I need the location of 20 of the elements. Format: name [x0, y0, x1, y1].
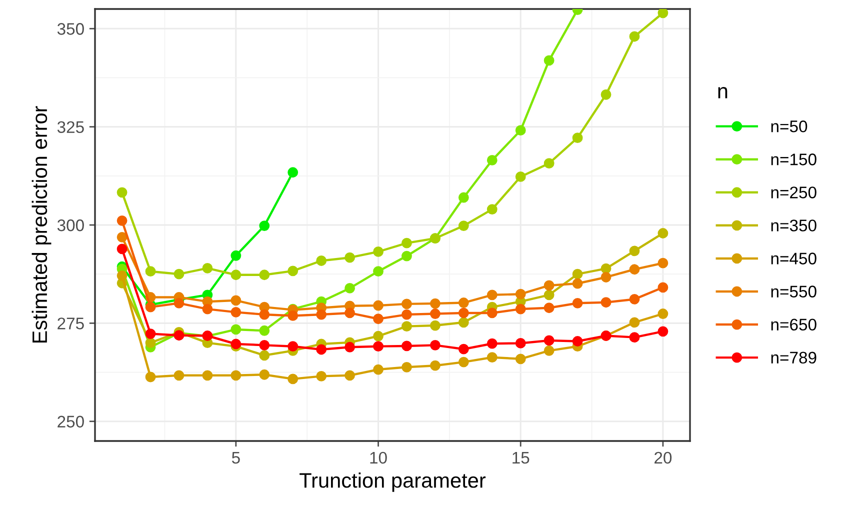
- x-tick-label: 10: [370, 452, 387, 464]
- legend-label: n=350: [771, 220, 816, 232]
- legend-label: n=550: [771, 286, 816, 298]
- x-tick-label: 15: [512, 452, 530, 464]
- x-tick-label: 20: [654, 452, 672, 464]
- y-axis-title: Estimated prediction error: [32, 106, 52, 343]
- legend-label: n=50: [771, 120, 808, 132]
- y-tick-label: 300: [57, 219, 84, 232]
- x-axis-title: Trunction parameter: [300, 472, 486, 492]
- legend-title: n: [718, 87, 728, 98]
- y-tick-label: 350: [57, 23, 84, 35]
- y-tick-label: 275: [58, 318, 84, 330]
- legend-label: n=250: [771, 186, 816, 198]
- legend-label: n=650: [771, 318, 816, 331]
- legend-label: n=150: [771, 154, 816, 166]
- y-tick-label: 250: [58, 416, 84, 428]
- legend-label: n=450: [771, 252, 816, 264]
- y-tick-label: 325: [57, 121, 84, 134]
- x-tick-label: 5: [232, 452, 240, 464]
- legend-label: n=789: [771, 352, 816, 364]
